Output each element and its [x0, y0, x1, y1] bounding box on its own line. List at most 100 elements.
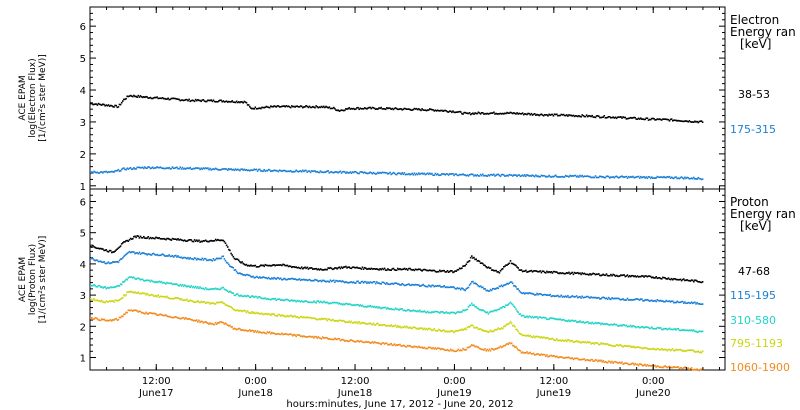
- data-point: [507, 263, 509, 265]
- data-point: [595, 322, 598, 325]
- data-point: [300, 170, 303, 173]
- data-point: [378, 269, 380, 271]
- data-point: [363, 266, 366, 269]
- xtick-label-time: 12:00: [142, 376, 171, 387]
- data-point: [524, 113, 526, 115]
- data-point: [420, 311, 422, 313]
- data-point: [266, 297, 269, 300]
- data-point: [644, 275, 646, 277]
- data-point: [458, 329, 461, 331]
- data-point: [95, 317, 98, 319]
- data-point: [261, 264, 263, 267]
- data-point: [379, 282, 381, 285]
- data-point: [696, 178, 698, 180]
- data-point: [418, 268, 420, 270]
- data-point: [698, 369, 701, 372]
- data-point: [366, 268, 368, 270]
- data-point: [585, 295, 588, 298]
- data-point: [171, 283, 174, 286]
- data-point: [453, 350, 455, 353]
- data-point: [112, 300, 114, 302]
- data-point: [265, 169, 268, 172]
- data-point: [244, 310, 247, 312]
- data-point: [404, 310, 407, 312]
- data-point: [152, 237, 155, 240]
- data-point: [128, 239, 131, 241]
- data-point: [208, 288, 210, 291]
- data-point: [159, 97, 162, 99]
- data-point: [545, 272, 547, 274]
- data-point: [514, 112, 516, 115]
- data-point: [264, 297, 267, 299]
- data-point: [489, 288, 492, 291]
- data-point: [665, 348, 667, 351]
- data-point: [665, 278, 667, 280]
- data-point: [535, 270, 537, 272]
- data-point: [97, 319, 100, 321]
- data-point: [94, 246, 96, 249]
- data-point: [157, 237, 159, 240]
- data-point: [447, 271, 450, 273]
- data-point: [314, 106, 316, 109]
- data-point: [590, 296, 592, 298]
- data-point: [522, 292, 525, 294]
- data-point: [551, 317, 554, 320]
- data-point: [181, 257, 184, 260]
- data-point: [400, 284, 402, 286]
- data-point: [521, 112, 524, 114]
- data-point: [672, 328, 674, 331]
- data-point: [321, 106, 324, 109]
- data-point: [160, 238, 163, 240]
- data-point: [151, 97, 154, 100]
- data-point: [475, 345, 477, 348]
- data-point: [613, 361, 616, 363]
- data-point: [515, 264, 517, 267]
- data-point: [593, 176, 596, 179]
- data-point: [520, 175, 523, 177]
- data-point: [540, 271, 543, 274]
- data-point: [467, 325, 470, 328]
- data-point: [287, 299, 290, 301]
- data-point: [686, 329, 688, 331]
- data-point: [186, 286, 188, 288]
- data-point: [288, 278, 291, 280]
- data-point: [489, 349, 492, 352]
- data-point: [186, 240, 188, 242]
- data-point: [190, 299, 193, 302]
- data-point: [413, 107, 416, 110]
- data-point: [477, 328, 480, 331]
- data-point: [225, 289, 228, 292]
- data-point: [581, 341, 583, 343]
- data-point: [119, 316, 122, 319]
- data-point: [393, 325, 396, 327]
- data-point: [348, 266, 350, 268]
- data-point: [443, 173, 445, 175]
- data-point: [480, 329, 483, 332]
- data-point: [361, 341, 364, 343]
- data-point: [605, 361, 608, 364]
- data-point: [690, 279, 693, 281]
- data-point: [206, 240, 208, 243]
- data-point: [421, 172, 423, 175]
- data-point: [633, 116, 635, 119]
- data-point: [372, 171, 375, 174]
- data-point: [249, 296, 251, 299]
- data-point: [587, 273, 589, 276]
- data-point: [462, 287, 464, 290]
- data-point: [115, 317, 117, 320]
- data-point: [584, 273, 587, 276]
- data-point: [401, 268, 403, 271]
- data-point: [569, 357, 571, 360]
- data-point: [421, 284, 423, 287]
- data-point: [551, 337, 554, 340]
- data-point: [467, 175, 470, 177]
- data-point: [461, 267, 463, 269]
- data-point: [150, 237, 153, 240]
- data-point: [127, 95, 130, 98]
- data-point: [430, 173, 432, 175]
- data-point: [233, 309, 236, 311]
- data-point: [663, 328, 665, 330]
- data-point: [535, 316, 537, 318]
- data-point: [214, 303, 217, 305]
- data-point: [284, 315, 286, 318]
